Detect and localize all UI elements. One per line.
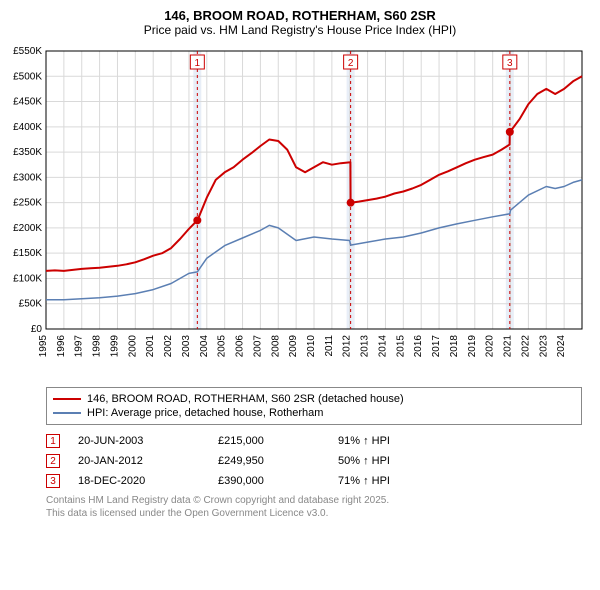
svg-text:2023: 2023 [538, 335, 549, 358]
svg-text:2017: 2017 [431, 335, 442, 358]
svg-text:2: 2 [348, 58, 354, 69]
svg-text:2015: 2015 [395, 335, 406, 358]
legend-swatch [53, 398, 81, 400]
svg-text:2022: 2022 [520, 335, 531, 358]
legend-item: 146, BROOM ROAD, ROTHERHAM, S60 2SR (det… [53, 392, 575, 406]
chart-container: 146, BROOM ROAD, ROTHERHAM, S60 2SR Pric… [0, 0, 600, 520]
svg-text:£350K: £350K [13, 147, 42, 158]
svg-text:2013: 2013 [360, 335, 371, 358]
svg-text:£100K: £100K [13, 273, 42, 284]
svg-text:£450K: £450K [13, 97, 42, 108]
svg-text:£0: £0 [31, 324, 43, 335]
sales-table: 1 20-JUN-2003£215,00091% ↑ HPI 2 20-JAN-201… [46, 431, 582, 491]
svg-text:2009: 2009 [288, 335, 299, 358]
sale-row: 3 18-DEC-2020£390,00071% ↑ HPI [46, 471, 582, 491]
svg-text:2016: 2016 [413, 335, 424, 358]
legend-label: 146, BROOM ROAD, ROTHERHAM, S60 2SR (det… [87, 393, 404, 405]
chart-plot-area: £0 £50K £100K £150K £200K £250K £300K £350K £400… [0, 43, 600, 383]
sale-price: £249,950 [218, 455, 338, 467]
svg-text:£50K: £50K [19, 299, 43, 310]
svg-text:£500K: £500K [13, 71, 42, 82]
svg-text:2002: 2002 [163, 335, 174, 358]
sale-date: 18-DEC-2020 [78, 475, 218, 487]
svg-text:3: 3 [507, 58, 513, 69]
svg-text:2007: 2007 [252, 335, 263, 358]
legend-item: HPI: Average price, detached house, Roth… [53, 406, 575, 420]
sale-row: 1 20-JUN-2003£215,00091% ↑ HPI [46, 431, 582, 451]
footer-line-2: This data is licensed under the Open Gov… [46, 508, 582, 521]
sale-row: 2 20-JAN-2012£249,95050% ↑ HPI [46, 451, 582, 471]
svg-text:2004: 2004 [199, 335, 210, 358]
sale-marker: 2 [46, 454, 60, 468]
svg-text:2005: 2005 [217, 335, 228, 358]
chart-title: 146, BROOM ROAD, ROTHERHAM, S60 2SR [0, 8, 600, 23]
svg-text:2001: 2001 [145, 335, 156, 358]
svg-text:2008: 2008 [270, 335, 281, 358]
sale-price: £390,000 [218, 475, 338, 487]
svg-text:£200K: £200K [13, 223, 42, 234]
svg-text:2000: 2000 [127, 335, 138, 358]
svg-text:2021: 2021 [503, 335, 514, 358]
svg-text:2003: 2003 [181, 335, 192, 358]
sale-date: 20-JUN-2003 [78, 435, 218, 447]
svg-text:2018: 2018 [449, 335, 460, 358]
svg-text:£250K: £250K [13, 198, 42, 209]
svg-text:£550K: £550K [13, 46, 42, 57]
sale-hpi: 50% ↑ HPI [338, 455, 458, 467]
svg-text:2012: 2012 [342, 335, 353, 358]
svg-text:2014: 2014 [377, 335, 388, 358]
line-chart-svg: £0 £50K £100K £150K £200K £250K £300K £350K £400… [0, 43, 600, 383]
svg-text:£150K: £150K [13, 248, 42, 259]
svg-text:1: 1 [195, 58, 201, 69]
svg-text:1999: 1999 [109, 335, 120, 358]
svg-text:1998: 1998 [92, 335, 103, 358]
sale-price: £215,000 [218, 435, 338, 447]
sale-hpi: 91% ↑ HPI [338, 435, 458, 447]
sale-date: 20-JAN-2012 [78, 455, 218, 467]
svg-text:2020: 2020 [485, 335, 496, 358]
svg-text:£400K: £400K [13, 122, 42, 133]
svg-text:£300K: £300K [13, 172, 42, 183]
svg-text:2011: 2011 [324, 335, 335, 357]
svg-text:1997: 1997 [74, 335, 85, 358]
svg-text:1995: 1995 [38, 335, 49, 358]
svg-text:2010: 2010 [306, 335, 317, 358]
chart-subtitle: Price paid vs. HM Land Registry's House … [0, 23, 600, 37]
legend: 146, BROOM ROAD, ROTHERHAM, S60 2SR (det… [46, 387, 582, 425]
sale-marker: 1 [46, 434, 60, 448]
footer-line-1: Contains HM Land Registry data © Crown c… [46, 495, 582, 508]
sale-hpi: 71% ↑ HPI [338, 475, 458, 487]
legend-swatch [53, 412, 81, 414]
svg-text:2019: 2019 [467, 335, 478, 358]
legend-label: HPI: Average price, detached house, Roth… [87, 407, 323, 419]
sale-marker: 3 [46, 474, 60, 488]
svg-text:2024: 2024 [556, 335, 567, 358]
svg-text:2006: 2006 [235, 335, 246, 358]
svg-text:1996: 1996 [56, 335, 67, 358]
footer-attribution: Contains HM Land Registry data © Crown c… [46, 495, 582, 520]
